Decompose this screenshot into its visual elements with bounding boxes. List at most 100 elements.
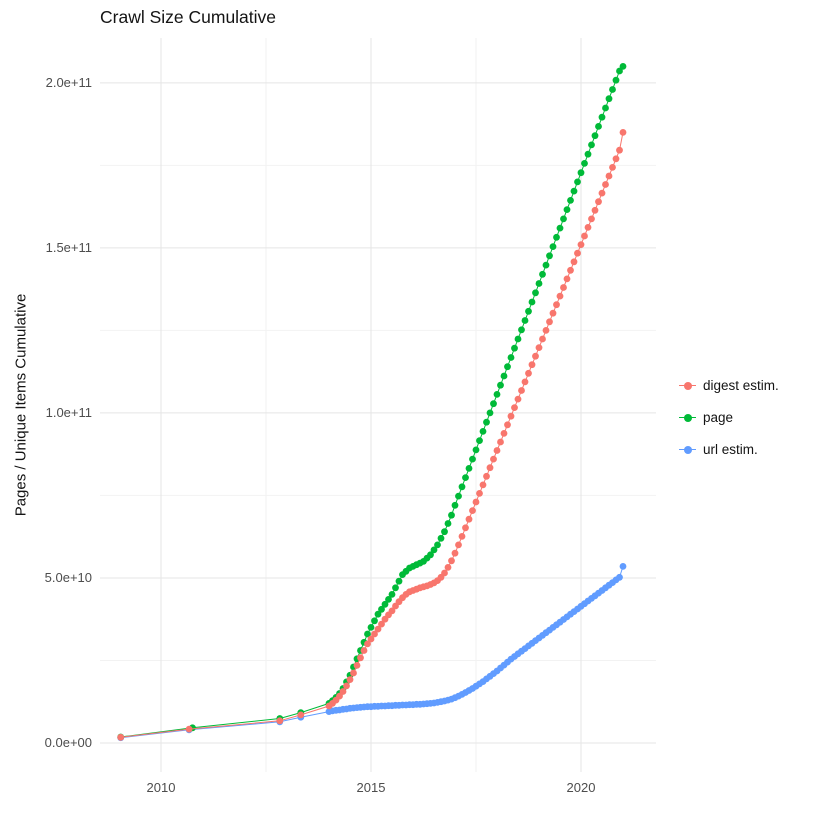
data-point (483, 472, 490, 480)
data-point (612, 76, 620, 84)
data-point (444, 520, 452, 527)
data-point (350, 669, 357, 677)
data-point (395, 577, 403, 585)
data-point (542, 261, 550, 269)
data-point (371, 617, 378, 625)
y-tick-label: 1.0e+11 (45, 404, 92, 420)
data-point (479, 481, 487, 489)
data-point (549, 243, 557, 251)
data-point (511, 404, 518, 411)
legend-item-digest-estim: digest estim. (679, 376, 779, 395)
series-url-estim- (117, 563, 627, 742)
data-point (602, 104, 609, 112)
data-point (500, 372, 508, 380)
data-point (567, 197, 574, 204)
data-point (539, 270, 546, 278)
data-point (441, 569, 448, 577)
legend-label-url-estim: url estim. (703, 442, 758, 457)
data-point (185, 725, 193, 733)
data-point (570, 187, 578, 195)
data-point (336, 692, 343, 700)
data-point (462, 474, 469, 481)
data-point (339, 688, 347, 695)
data-point (381, 600, 389, 608)
data-point (117, 733, 125, 741)
data-point (528, 361, 536, 369)
data-point (504, 421, 511, 429)
data-point (357, 654, 364, 662)
data-point (546, 252, 553, 260)
data-point (588, 141, 595, 149)
data-point (528, 298, 536, 306)
data-point (378, 605, 385, 613)
y-tick-label: 1.5e+11 (45, 239, 92, 255)
data-point (514, 335, 522, 343)
data-point (591, 206, 599, 214)
data-point (605, 172, 613, 180)
y-tick-label: 0.0e+00 (44, 734, 92, 750)
x-tick-label: 2020 (566, 780, 596, 795)
data-point (574, 249, 581, 257)
data-point (504, 363, 511, 371)
data-point (441, 528, 448, 536)
data-point (364, 630, 371, 638)
data-point (385, 596, 392, 603)
data-point (525, 307, 532, 315)
data-point (444, 564, 452, 571)
data-point (507, 412, 515, 420)
data-point (619, 63, 627, 70)
digest-estim-point-icon (679, 377, 696, 394)
data-point (427, 551, 434, 559)
data-point (458, 483, 466, 491)
data-point (346, 676, 354, 683)
data-point (448, 511, 455, 519)
data-point (532, 289, 539, 297)
data-point (465, 515, 473, 523)
data-point (343, 682, 350, 690)
data-point (448, 557, 455, 565)
data-point (276, 717, 284, 725)
data-point (476, 490, 483, 497)
data-point (458, 533, 466, 540)
data-point (497, 438, 504, 446)
data-point (581, 232, 588, 240)
data-point (619, 129, 627, 136)
data-point (602, 181, 609, 188)
data-point (570, 258, 578, 266)
data-point (616, 67, 623, 75)
data-point (374, 610, 382, 618)
data-point (616, 573, 623, 581)
data-point (577, 241, 585, 249)
data-point (514, 395, 522, 403)
data-point (486, 464, 494, 472)
data-point (367, 635, 375, 643)
data-point (469, 455, 476, 463)
legend: digest estim. page url estim. (679, 376, 779, 459)
data-point (455, 492, 462, 500)
data-point (490, 400, 497, 408)
data-point (353, 662, 361, 669)
data-point (360, 647, 368, 654)
data-point (364, 640, 371, 648)
url-estim-point-icon (679, 441, 696, 458)
data-point (469, 507, 476, 514)
data-point (556, 292, 564, 300)
data-point (388, 591, 396, 598)
data-point (472, 446, 480, 454)
data-point (553, 301, 560, 309)
data-point (500, 430, 508, 437)
data-point (595, 123, 602, 130)
data-point (521, 317, 529, 324)
data-point (553, 233, 560, 241)
data-point (388, 607, 396, 615)
data-point (612, 155, 620, 163)
data-point (549, 309, 557, 317)
data-point (542, 327, 550, 334)
data-point (567, 266, 574, 274)
data-point (563, 206, 571, 214)
data-point (619, 563, 627, 570)
data-point (434, 541, 441, 549)
data-point (609, 164, 616, 171)
data-point (563, 275, 571, 283)
data-point (581, 160, 588, 167)
